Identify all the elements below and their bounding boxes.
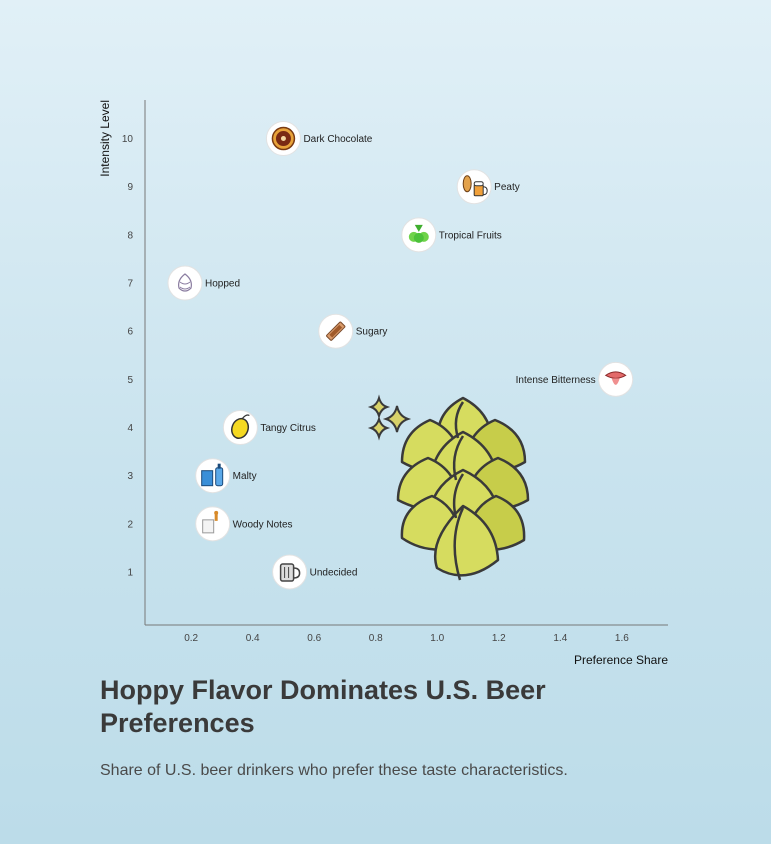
y-tick-label: 9 <box>127 182 133 193</box>
data-point-marker <box>167 265 203 301</box>
chart-subtitle: Share of U.S. beer drinkers who prefer t… <box>100 762 568 779</box>
data-point: Sugary <box>318 313 388 349</box>
y-tick-label: 7 <box>127 279 133 290</box>
data-point: Tangy Citrus <box>222 410 316 446</box>
y-tick-label: 8 <box>127 230 133 241</box>
chocolate-icon <box>271 126 296 151</box>
sparkle-icon <box>367 394 391 420</box>
data-point-label: Dark Chocolate <box>303 134 372 145</box>
sparkle-icon <box>382 405 412 433</box>
x-tick-label: 1.6 <box>615 633 629 644</box>
data-point-label: Tropical Fruits <box>439 230 502 241</box>
lemon-icon <box>231 414 250 439</box>
x-tick-label: 1.0 <box>430 633 444 644</box>
x-tick-label: 0.8 <box>369 633 383 644</box>
bitter-tongue-icon <box>604 371 627 385</box>
y-tick-label: 4 <box>127 423 133 434</box>
data-point: Peaty <box>456 169 520 205</box>
data-point: Intense Bitterness <box>516 361 634 397</box>
y-tick-label: 3 <box>127 471 133 482</box>
data-point-label: Malty <box>233 471 257 482</box>
chart-axes: 0.2 0.4 0.6 0.8 1.0 1.2 1.4 1.6 1 2 3 4 5 6 7 8 9 10 Prefe… <box>98 100 668 667</box>
y-tick-label: 5 <box>127 375 133 386</box>
data-point: Tropical Fruits <box>401 217 502 253</box>
data-point-label: Sugary <box>356 327 388 338</box>
data-point: Malty <box>195 458 257 494</box>
candy-bar-icon <box>326 321 346 341</box>
barrel-tap-icon <box>202 510 219 534</box>
x-tick-label: 1.2 <box>492 633 506 644</box>
data-point: Woody Notes <box>195 506 293 542</box>
sparkle-icon <box>367 415 391 441</box>
data-point-label: Peaty <box>494 182 520 193</box>
data-point: Dark Chocolate <box>265 121 373 157</box>
chart-title: Hoppy Flavor Dominates U.S. Beer Prefere… <box>100 675 546 738</box>
data-point-label: Undecided <box>310 568 358 579</box>
chart-points: Dark Chocolate Peaty Tropical Fruits Hopped… <box>167 121 634 590</box>
y-tick-label: 2 <box>127 519 133 530</box>
hop-cone-illustration <box>367 394 530 581</box>
scatter-chart: 0.2 0.4 0.6 0.8 1.0 1.2 1.4 1.6 1 2 3 4 5 6 7 8 9 10 Prefe… <box>98 100 668 667</box>
data-point-label: Hopped <box>205 279 240 290</box>
malt-bottle-icon <box>201 463 224 487</box>
x-tick-label: 0.4 <box>246 633 260 644</box>
data-point-label: Intense Bitterness <box>516 375 596 386</box>
x-tick-label: 0.2 <box>184 633 198 644</box>
beer-mug-icon <box>279 563 301 582</box>
peaty-beer-icon <box>462 175 488 197</box>
x-tick-label: 0.6 <box>307 633 321 644</box>
hop-icon <box>178 273 192 292</box>
tropical-fruit-icon <box>408 224 429 243</box>
x-tick-label: 1.4 <box>553 633 567 644</box>
data-point-label: Tangy Citrus <box>260 423 316 434</box>
data-point: Hopped <box>167 265 240 301</box>
data-point-label: Woody Notes <box>233 519 293 530</box>
y-axis-title: Intensity Level <box>98 100 112 177</box>
y-tick-label: 6 <box>127 327 133 338</box>
data-point: Undecided <box>272 554 358 590</box>
y-tick-label: 1 <box>127 568 133 579</box>
x-axis-title: Preference Share <box>574 653 668 667</box>
y-tick-label: 10 <box>122 134 134 145</box>
